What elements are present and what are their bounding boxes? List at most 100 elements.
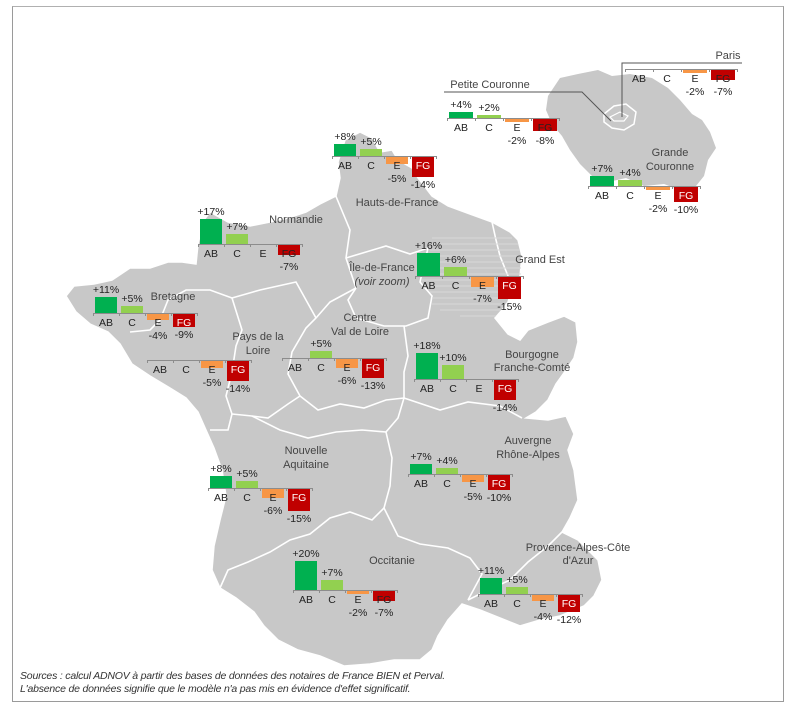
region-name-ara-1: Auvergne bbox=[504, 435, 552, 447]
bar-fg bbox=[362, 359, 384, 378]
region-name-grande-couronne-2: Couronne bbox=[645, 161, 695, 173]
bar-ab bbox=[95, 297, 117, 313]
region-name-ile-de-france-2: (voir zoom) bbox=[354, 276, 410, 288]
category-label: AB bbox=[298, 594, 313, 606]
axis-tick bbox=[672, 186, 673, 189]
category-label: FG bbox=[491, 478, 507, 490]
category-label: C bbox=[513, 598, 521, 610]
value-label: +7% bbox=[410, 450, 432, 463]
category-label: E bbox=[654, 190, 662, 202]
category-label: AB bbox=[98, 317, 113, 329]
value-label: -14% bbox=[225, 383, 251, 396]
region-name-nouvelle-aquitaine-2: Aquitaine bbox=[283, 459, 329, 471]
bar-ab bbox=[416, 352, 438, 379]
axis-tick bbox=[360, 358, 361, 361]
bar-c bbox=[618, 180, 642, 186]
region-name-paris: Paris bbox=[715, 50, 741, 62]
region-name-hauts-de-france: Hauts-de-France bbox=[355, 197, 439, 209]
category-label: E bbox=[513, 122, 521, 134]
bar-fg bbox=[558, 595, 580, 613]
axis-tick bbox=[414, 379, 415, 382]
axis-tick bbox=[293, 590, 294, 593]
category-label: AB bbox=[453, 122, 468, 134]
axis-tick bbox=[469, 276, 470, 279]
bar-e bbox=[347, 591, 369, 594]
bar-e bbox=[683, 70, 707, 73]
category-label: FG bbox=[678, 190, 694, 202]
region-name-grande-couronne-1: Grande bbox=[651, 147, 689, 159]
axis-tick bbox=[616, 186, 617, 189]
value-label: -15% bbox=[286, 512, 312, 525]
value-label: +5% bbox=[236, 467, 258, 480]
category-label: E bbox=[208, 364, 216, 376]
axis-tick bbox=[531, 118, 532, 121]
bar-e bbox=[262, 489, 284, 498]
value-label: -2% bbox=[348, 607, 368, 619]
value-label: -15% bbox=[497, 300, 522, 313]
category-label: E bbox=[539, 598, 547, 610]
category-label: AB bbox=[337, 160, 352, 172]
value-label: +7% bbox=[591, 162, 613, 175]
value-label: +4% bbox=[450, 99, 472, 112]
axis-tick bbox=[397, 590, 398, 593]
category-label: FG bbox=[365, 362, 381, 374]
axis-tick bbox=[234, 488, 235, 491]
axis-tick bbox=[460, 474, 461, 477]
axis-tick bbox=[523, 276, 524, 279]
axis-tick bbox=[93, 313, 94, 316]
region-name-nouvelle-aquitaine-1: Nouvelle bbox=[284, 445, 328, 457]
bar-c bbox=[121, 305, 143, 313]
axis-tick bbox=[503, 118, 504, 121]
axis-tick bbox=[530, 594, 531, 597]
axis-tick bbox=[145, 313, 146, 316]
region-name-ara-2: Rhône-Alpes bbox=[496, 449, 560, 461]
region-name-bretagne: Bretagne bbox=[150, 291, 196, 303]
axis-tick bbox=[518, 379, 519, 382]
value-label: -2% bbox=[648, 203, 668, 215]
axis-tick bbox=[260, 488, 261, 491]
bar-ab bbox=[210, 476, 232, 488]
category-label: E bbox=[393, 160, 401, 172]
category-label: C bbox=[367, 160, 375, 172]
bar-ab bbox=[410, 463, 432, 474]
region-name-ile-de-france-1: Île-de-France bbox=[349, 262, 415, 274]
value-label: -2% bbox=[507, 135, 527, 147]
value-label: +4% bbox=[619, 167, 641, 180]
axis-tick bbox=[475, 118, 476, 121]
bar-ab bbox=[417, 252, 440, 276]
category-label: E bbox=[259, 248, 267, 260]
axis-tick bbox=[250, 244, 251, 247]
figure-frame bbox=[12, 6, 784, 702]
bar-fg bbox=[711, 70, 735, 81]
value-label: +11% bbox=[92, 284, 120, 297]
axis-tick bbox=[582, 594, 583, 597]
region-name-centre-2: Val de Loire bbox=[331, 326, 389, 338]
value-label: +17% bbox=[197, 206, 225, 219]
category-label: FG bbox=[291, 492, 307, 504]
value-label: -10% bbox=[673, 203, 699, 216]
axis-tick bbox=[345, 590, 346, 593]
axis-tick bbox=[466, 379, 467, 382]
category-label: C bbox=[233, 248, 241, 260]
value-label: -7% bbox=[713, 86, 733, 98]
axis-tick bbox=[440, 379, 441, 382]
axis-tick bbox=[312, 488, 313, 491]
category-label: C bbox=[663, 73, 671, 85]
axis-tick bbox=[737, 69, 738, 72]
bar-e bbox=[471, 277, 494, 288]
region-name-paca-2: d'Azur bbox=[562, 555, 594, 567]
paris-outline bbox=[608, 111, 629, 122]
bar-fg bbox=[488, 475, 510, 490]
bar-c bbox=[444, 267, 467, 276]
category-label: C bbox=[243, 492, 251, 504]
axis-tick bbox=[559, 118, 560, 121]
value-label: +16% bbox=[414, 239, 443, 252]
petite-couronne-outline bbox=[603, 103, 637, 131]
category-label: E bbox=[154, 317, 162, 329]
value-label: +5% bbox=[360, 135, 382, 148]
bar-c bbox=[477, 115, 501, 118]
axis-tick bbox=[492, 379, 493, 382]
value-label: +10% bbox=[439, 351, 467, 364]
category-label: E bbox=[469, 478, 477, 490]
